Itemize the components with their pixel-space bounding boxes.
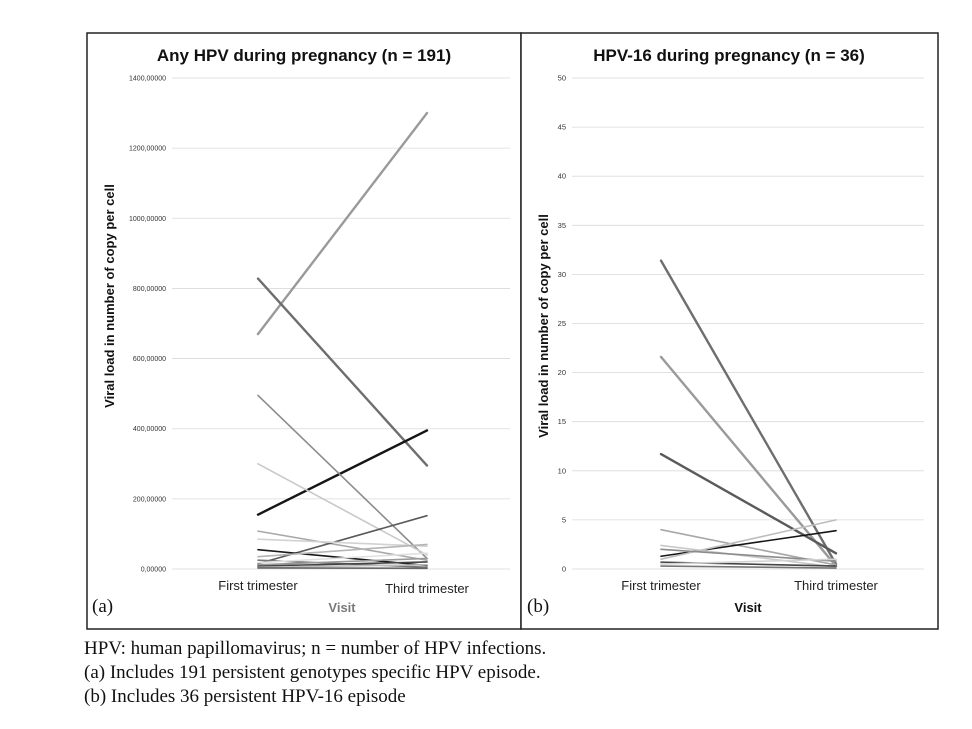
panel-a-series-line-4 xyxy=(257,394,428,560)
panel-b-title: HPV-16 during pregnancy (n = 36) xyxy=(593,46,865,65)
panel-a-label: (a) xyxy=(92,596,113,617)
panel-b-series-line-8 xyxy=(660,548,837,562)
panel-b-x-tick-labels: First trimester Third trimester xyxy=(621,578,878,593)
panel-a-gridlines xyxy=(172,77,510,570)
panel-b-y-tick-label: 5 xyxy=(562,515,566,524)
panel-a-y-tick-label: 1200,00000 xyxy=(129,146,166,153)
panel-b-series-line-10 xyxy=(660,558,837,565)
panel-b-y-axis-label: Viral load in number of copy per cell xyxy=(536,214,551,438)
panel-b-frame xyxy=(520,32,939,630)
panel-a-title: Any HPV during pregnancy (n = 191) xyxy=(157,46,451,65)
panel-b-x-axis-label: Visit xyxy=(734,600,762,615)
panel-a-series-line-13 xyxy=(257,557,428,566)
panel-b-label: (b) xyxy=(527,596,549,617)
panel-b-y-tick-label: 30 xyxy=(558,270,566,279)
panel-a-y-tick-labels: 0,00000 200,00000 400,00000 600,00000 800,00… xyxy=(129,76,166,574)
panel-a-series-line-7 xyxy=(257,514,428,565)
panel-b-y-tick-label: 10 xyxy=(558,466,566,475)
panel-b-series-lines xyxy=(659,259,838,569)
panel-a-y-tick-label: 800,00000 xyxy=(133,286,166,293)
panel-a-series-line-15 xyxy=(257,563,428,569)
panel-a-y-tick-label: 600,00000 xyxy=(133,356,166,363)
panel-a-series-line-3 xyxy=(256,429,429,516)
panel-b-y-tick-label: 35 xyxy=(558,221,566,230)
panel-a-series-line-8 xyxy=(257,538,428,548)
caption-line-1: HPV: human papillomavirus; n = number of… xyxy=(84,638,547,659)
panel-a-series-line-2 xyxy=(256,277,429,467)
panel-b-y-tick-label: 40 xyxy=(558,172,566,181)
panel-a-y-tick-label: 200,00000 xyxy=(133,496,166,503)
panel-a-x-tick-label: Third trimester xyxy=(385,581,469,596)
panel-b-gridlines xyxy=(572,77,924,570)
panel-b-x-tick-label: First trimester xyxy=(621,578,701,593)
panel-a-series-line-12 xyxy=(257,552,428,564)
caption-line-3: (b) Includes 36 persistent HPV-16 episod… xyxy=(84,686,406,707)
panel-b-series-line-3 xyxy=(659,452,838,555)
panel-b-y-tick-label: 15 xyxy=(558,417,566,426)
panel-a: Any HPV during pregnancy (n = 191) 0,000… xyxy=(86,32,522,630)
panel-a-series-line-14 xyxy=(257,561,428,567)
panel-a-y-axis-label: Viral load in number of copy per cell xyxy=(102,184,117,408)
panel-a-y-tick-label: 400,00000 xyxy=(133,426,166,433)
panel-b-series-line-1 xyxy=(659,259,838,566)
panel-a-series-line-5 xyxy=(257,462,428,556)
panel-a-y-tick-label: 1000,00000 xyxy=(129,216,166,223)
panel-b: HPV-16 during pregnancy (n = 36) 0 5 10 15 2… xyxy=(520,32,939,630)
panel-b-y-tick-labels: 0 5 10 15 20 25 30 35 40 45 50 xyxy=(558,74,566,574)
panel-a-series-line-10 xyxy=(257,543,428,558)
panel-b-series-line-11 xyxy=(660,565,837,569)
panel-a-x-tick-label: First trimester xyxy=(218,578,298,593)
panel-a-x-tick-labels: First trimester Third trimester xyxy=(218,578,469,596)
panel-a-y-tick-label: 1400,00000 xyxy=(129,76,166,83)
panel-b-y-tick-label: 45 xyxy=(558,123,566,132)
panel-b-y-tick-label: 25 xyxy=(558,319,566,328)
caption-line-2: (a) Includes 191 persistent genotypes sp… xyxy=(84,662,541,683)
panel-b-y-tick-label: 20 xyxy=(558,368,566,377)
panel-b-series-line-7 xyxy=(660,519,837,560)
panel-b-y-tick-label: 50 xyxy=(558,74,566,83)
panel-a-series-line-1 xyxy=(256,111,429,336)
panel-b-y-tick-label: 0 xyxy=(562,565,566,574)
panel-a-x-axis-label: Visit xyxy=(328,600,356,615)
panel-a-y-tick-label: 0,00000 xyxy=(141,567,166,574)
panel-b-series-line-2 xyxy=(659,355,838,568)
panel-b-series-line-6 xyxy=(660,544,837,568)
panel-a-series-lines xyxy=(256,111,429,570)
panel-b-x-tick-label: Third trimester xyxy=(794,578,878,593)
